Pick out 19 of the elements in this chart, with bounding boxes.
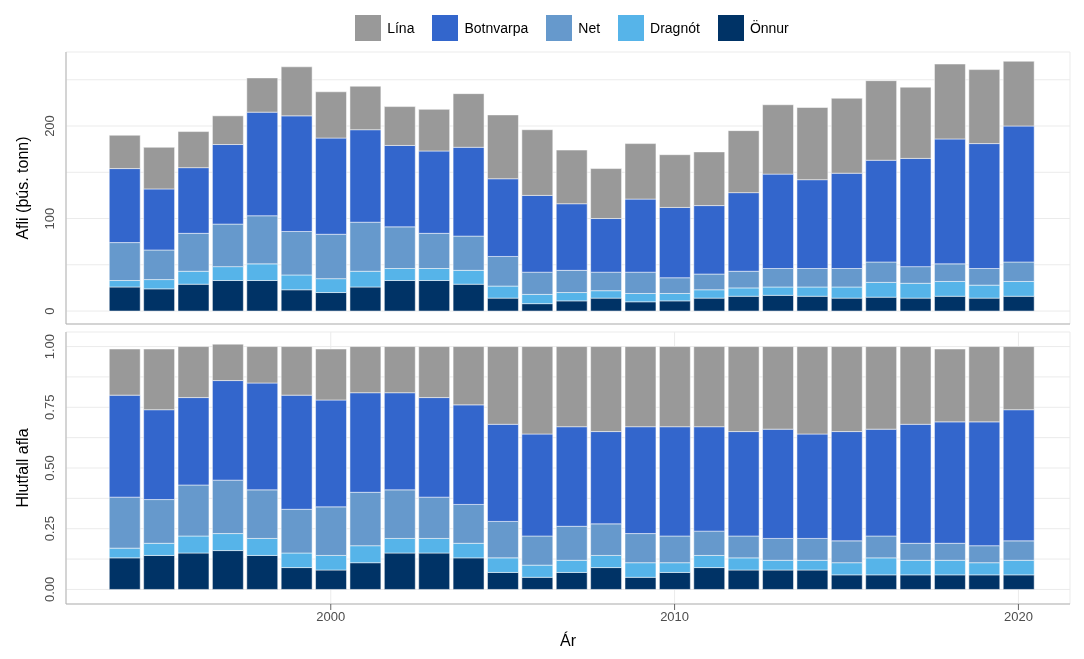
legend-label: Dragnót	[650, 20, 700, 36]
y-tick-label: 0	[42, 307, 57, 315]
y-tick-label: 100	[42, 207, 57, 230]
y-tick-label: 0.00	[42, 576, 57, 603]
y-tick-label: 0.50	[42, 455, 57, 481]
y-tick-label: 1.00	[42, 333, 57, 360]
y-axis-title: Afli (þús. tonn)	[13, 136, 31, 240]
x-tick-label: 2020	[1003, 609, 1033, 625]
legend-label: Net	[578, 20, 601, 36]
x-tick-label: 2000	[316, 609, 346, 625]
legend-label: Botnvarpa	[464, 20, 529, 36]
x-tick-label: 2010	[660, 609, 690, 625]
x-axis-title: Ár	[560, 631, 577, 649]
legend-label: Lína	[387, 20, 415, 36]
y-tick-label: 0.25	[42, 516, 57, 542]
y-axis-title: Hlutfall afla	[13, 428, 31, 508]
y-tick-label: 0.75	[42, 394, 57, 420]
legend-label: Önnur	[749, 20, 789, 36]
y-tick-label: 200	[42, 115, 57, 137]
